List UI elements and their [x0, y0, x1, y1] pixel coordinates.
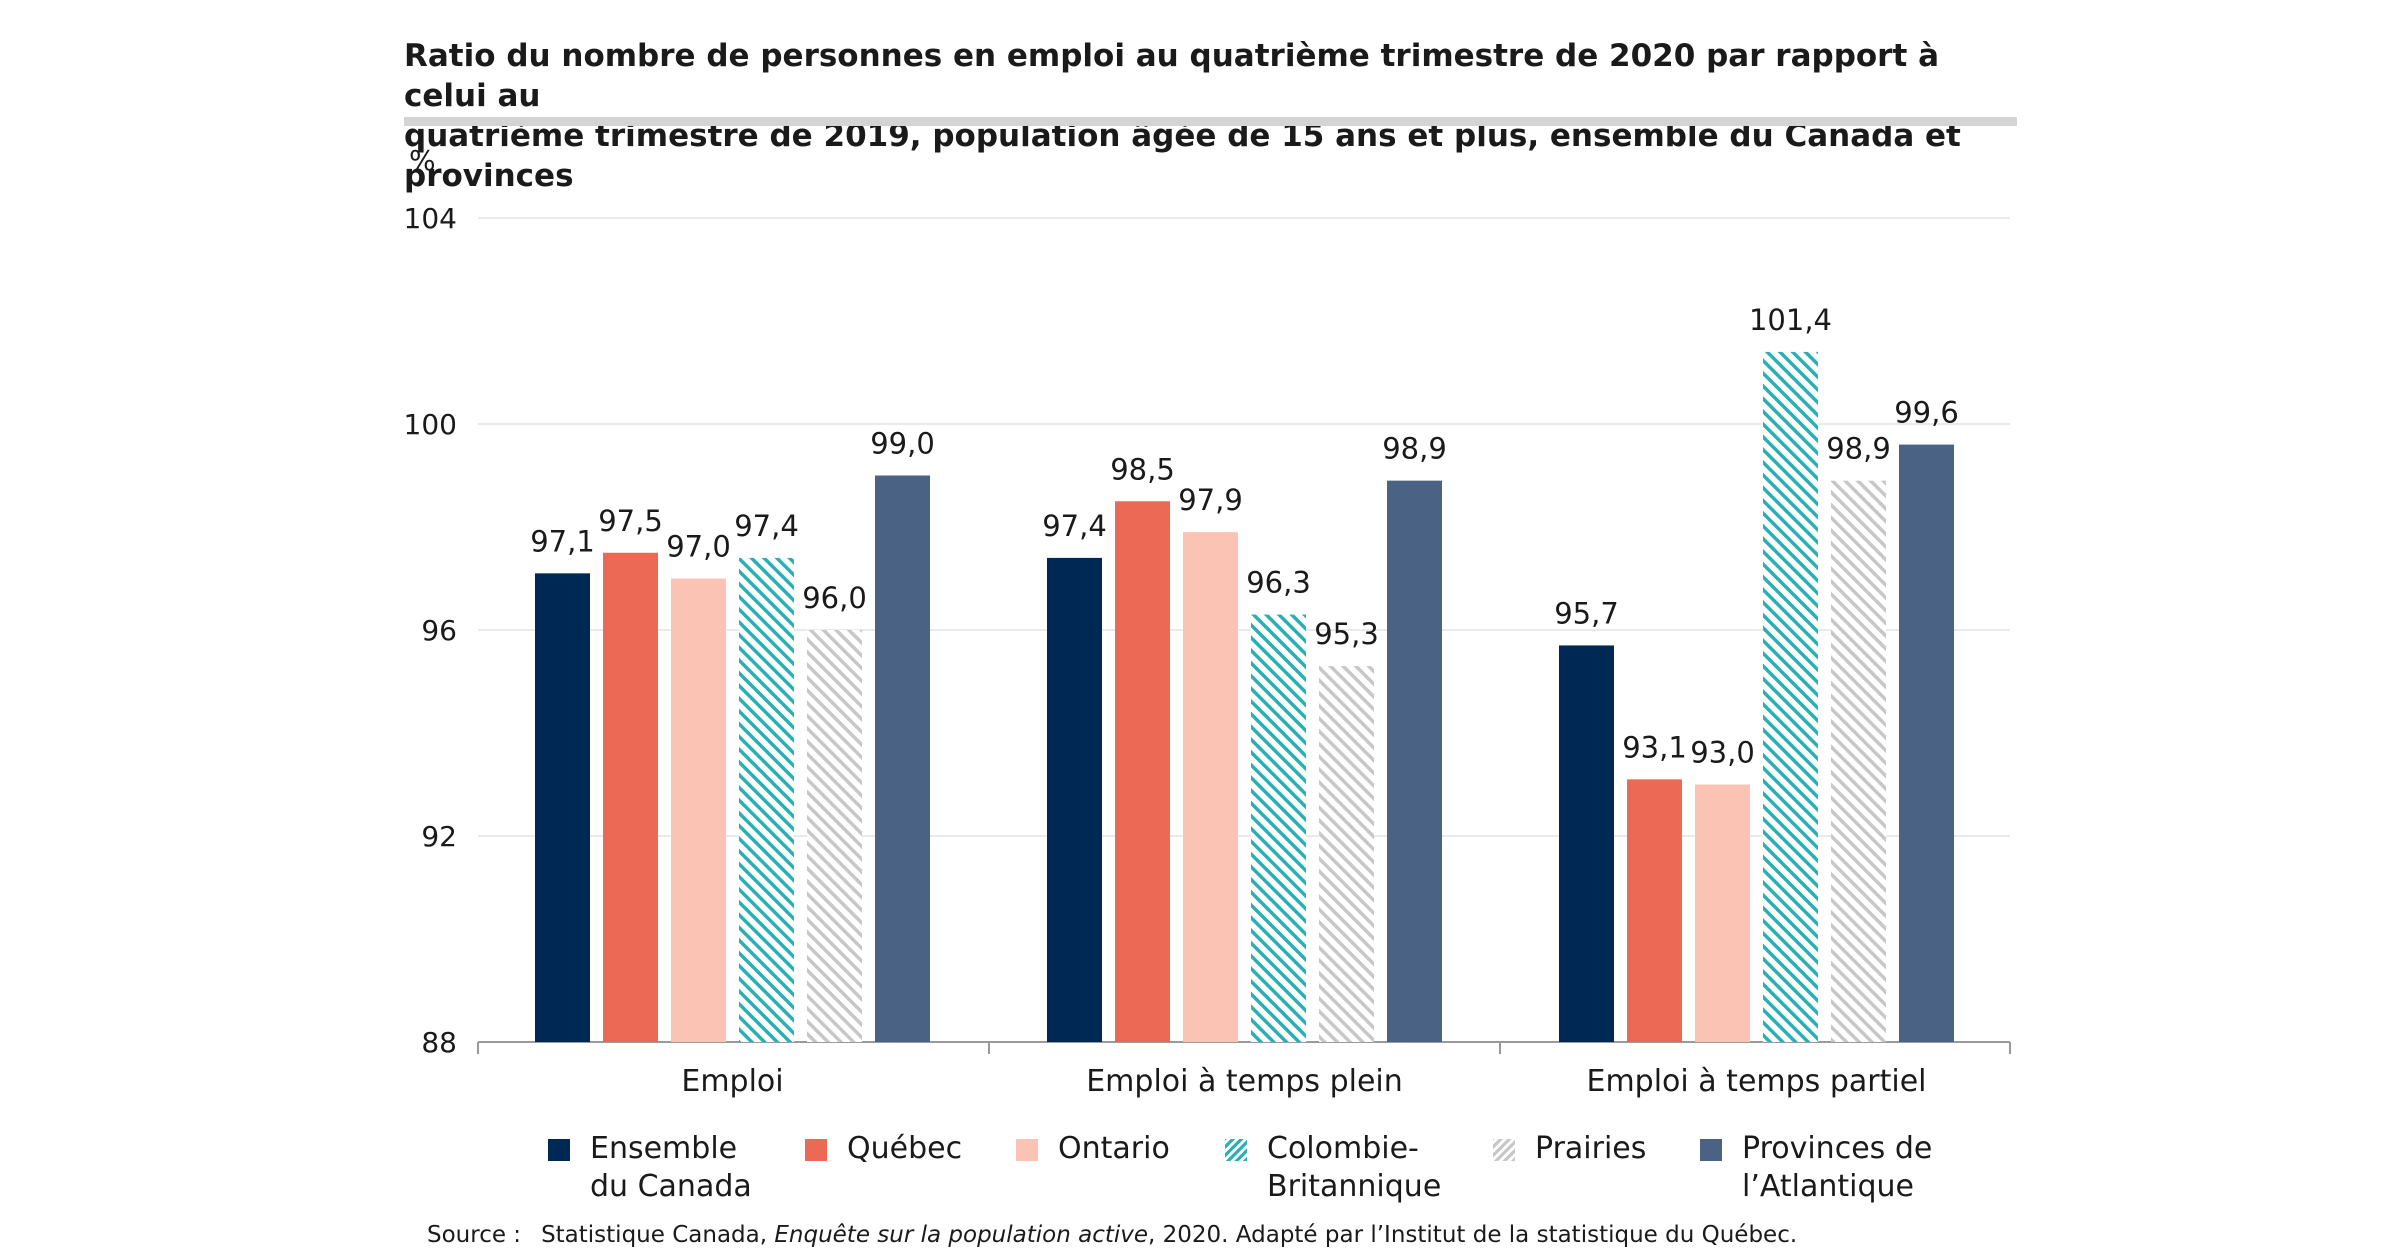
legend-item-2: Ontario	[1016, 1130, 1170, 1168]
value-label-g0-s5: 99,0	[870, 427, 935, 461]
chart-title-line-1: Ratio du nombre de personnes en emploi a…	[404, 38, 1939, 114]
value-label-g2-s3: 101,4	[1749, 303, 1832, 337]
value-label-g2-s5: 99,6	[1894, 396, 1959, 430]
y-tick-label-0: 88	[421, 1026, 457, 1059]
legend-label-2: Ontario	[1058, 1131, 1170, 1166]
source-note: Source : Statistique Canada, Enquête sur …	[427, 1222, 1797, 1248]
bar-g1-s2	[1183, 532, 1238, 1042]
legend-swatch-3	[1225, 1139, 1247, 1161]
bar-g0-s4	[807, 630, 862, 1042]
value-label-g0-s0: 97,1	[530, 524, 595, 558]
title-rule	[404, 117, 2017, 126]
bar-g0-s3	[739, 557, 794, 1042]
legend-item-3: Colombie- Britannique	[1225, 1130, 1441, 1206]
source-survey-name: Enquête sur la population active	[774, 1222, 1149, 1248]
bar-g2-s0	[1559, 645, 1614, 1042]
bar-g1-s3	[1251, 614, 1306, 1042]
bar-g2-s2	[1695, 784, 1750, 1042]
value-label-g0-s2: 97,0	[666, 530, 731, 564]
value-label-g1-s0: 97,4	[1042, 509, 1107, 543]
bar-g2-s5	[1899, 444, 1954, 1043]
legend-label-3: Colombie- Britannique	[1267, 1131, 1442, 1204]
legend-swatch-1	[805, 1139, 827, 1161]
bar-g2-s4	[1831, 480, 1886, 1042]
category-label-1: Emploi à temps plein	[1086, 1064, 1403, 1099]
bar-g1-s5	[1387, 480, 1442, 1042]
value-label-g2-s2: 93,0	[1690, 736, 1755, 770]
legend-swatch-4	[1493, 1139, 1515, 1161]
value-label-g1-s3: 96,3	[1246, 566, 1311, 600]
value-label-g0-s4: 96,0	[802, 581, 867, 615]
category-label-0: Emploi	[681, 1064, 783, 1099]
value-label-g1-s2: 97,9	[1178, 483, 1243, 517]
legend-label-4: Prairies	[1535, 1131, 1647, 1166]
category-label-2: Emploi à temps partiel	[1586, 1064, 1926, 1099]
source-text-before: Statistique Canada,	[541, 1222, 775, 1248]
bar-g2-s3	[1763, 351, 1818, 1042]
bar-g1-s0	[1047, 557, 1102, 1042]
legend-swatch-5	[1700, 1139, 1722, 1161]
bar-g0-s1	[603, 552, 658, 1042]
bar-g0-s0	[535, 573, 590, 1042]
y-axis-unit: %	[409, 144, 436, 177]
value-label-g1-s5: 98,9	[1382, 432, 1447, 466]
legend: Ensemble du Canada Québec Ontario Colombie-…	[548, 1130, 2048, 1210]
value-label-g1-s1: 98,5	[1110, 452, 1175, 486]
bar-g1-s1	[1115, 501, 1170, 1042]
source-text-after: , 2020. Adapté par l’Institut de la stat…	[1148, 1222, 1798, 1248]
legend-item-0: Ensemble du Canada	[548, 1130, 752, 1206]
value-label-g0-s1: 97,5	[598, 504, 663, 538]
value-label-g2-s1: 93,1	[1622, 730, 1687, 764]
value-label-g0-s3: 97,4	[734, 509, 799, 543]
bar-g0-s5	[875, 475, 930, 1042]
legend-item-4: Prairies	[1493, 1130, 1646, 1168]
legend-label-5: Provinces de l’Atlantique	[1742, 1131, 1933, 1204]
y-tick-label-2: 96	[421, 614, 457, 647]
bar-g0-s2	[671, 578, 726, 1042]
y-tick-label-4: 104	[404, 202, 457, 235]
legend-item-5: Provinces de l’Atlantique	[1700, 1130, 1932, 1206]
legend-swatch-2	[1016, 1139, 1038, 1161]
value-label-g2-s0: 95,7	[1554, 596, 1619, 630]
legend-label-0: Ensemble du Canada	[590, 1131, 752, 1204]
y-tick-label-3: 100	[404, 408, 457, 441]
bar-g1-s4	[1319, 666, 1374, 1042]
y-tick-label-1: 92	[421, 820, 457, 853]
legend-item-1: Québec	[805, 1130, 962, 1168]
value-label-g1-s4: 95,3	[1314, 617, 1379, 651]
source-prefix: Source :	[427, 1222, 522, 1248]
bar-g2-s1	[1627, 779, 1682, 1042]
value-label-g2-s4: 98,9	[1826, 432, 1891, 466]
legend-label-1: Québec	[847, 1131, 963, 1166]
legend-swatch-0	[548, 1139, 570, 1161]
